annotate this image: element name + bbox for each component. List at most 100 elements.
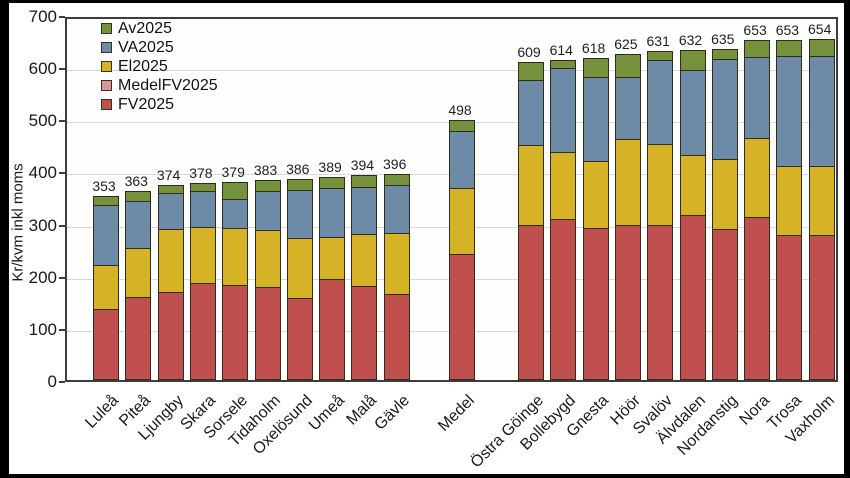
legend-label-av2025: Av2025 [118, 20, 172, 37]
segment-va2025-pite- [125, 201, 152, 249]
segment-fv2025-sorsele [222, 285, 249, 380]
segment-el2025-nordanstig [711, 159, 738, 230]
bar-total-label-medel: 498 [448, 102, 472, 119]
segment-fv2025-gnesta [582, 228, 609, 380]
y-axis-tick-mark [59, 16, 65, 18]
bar-total-label-g-vle: 396 [383, 155, 407, 172]
segment-va2025-skara [189, 192, 216, 229]
gridline-600 [67, 70, 836, 72]
segment-av2025-sorsele [222, 182, 249, 200]
bar-medel [449, 120, 475, 380]
image-frame-top [0, 0, 850, 3]
legend-item-el2025: El2025 [101, 57, 218, 76]
segment-av2025-h-r [614, 54, 641, 78]
segment-el2025-sval-v [647, 145, 674, 227]
bar-skara [189, 182, 216, 380]
legend-swatch-icon-av2025 [101, 23, 112, 34]
segment-fv2025-pite- [125, 298, 152, 380]
segment-va2025--lvdalen [679, 71, 706, 156]
segment-av2025-pite- [125, 190, 152, 202]
segment-va2025-vaxholm [808, 56, 835, 168]
segment-va2025-bollebygd [550, 69, 577, 153]
bar-total-label-tidaholm: 383 [253, 162, 278, 179]
bar-total-label-sval-v: 631 [646, 32, 670, 49]
segment-fv2025-skara [189, 284, 216, 380]
segment-va2025-medel [449, 131, 475, 189]
segment-av2025-nordanstig [711, 48, 738, 61]
segment-el2025-nora [744, 139, 771, 219]
y-axis-tick-mark [59, 276, 65, 279]
bar-sval-v [647, 51, 674, 380]
segment-el2025-lule- [93, 266, 119, 310]
segment-fv2025-ume- [319, 280, 346, 380]
segment-av2025-tidaholm [254, 180, 281, 193]
segment-el2025-gnesta [582, 162, 609, 229]
bar-oxel-sund [286, 178, 313, 380]
segment-el2025-bollebygd [550, 152, 577, 221]
bar-total-label--lvdalen: 632 [678, 32, 703, 49]
segment-av2025-gnesta [582, 57, 609, 79]
legend-item-av2025: Av2025 [101, 19, 218, 38]
segment-fv2025--stra-g-inge [518, 226, 544, 380]
y-axis-tick-mark [59, 68, 65, 71]
segment-av2025-bollebygd [550, 59, 577, 70]
legend-swatch-icon-el2025 [101, 61, 112, 72]
bar-trosa [776, 39, 803, 380]
image-frame-bottom [0, 474, 850, 478]
bar-lule- [93, 195, 119, 380]
y-axis-tick-label: 200 [28, 267, 57, 287]
segment-va2025-sorsele [222, 199, 249, 229]
segment-av2025-g-vle [383, 173, 410, 187]
segment-fv2025-medel [449, 255, 475, 380]
segment-av2025-ume- [319, 177, 346, 189]
segment-el2025-tidaholm [254, 230, 281, 289]
segment-av2025-trosa [776, 39, 803, 58]
y-axis-tick-mark [59, 172, 65, 175]
segment-el2025-mal- [351, 235, 378, 288]
segment-va2025-tidaholm [254, 192, 281, 231]
bar-total-label-pite-: 363 [124, 172, 148, 189]
segment-av2025-skara [189, 182, 216, 193]
segment-va2025-g-vle [383, 186, 410, 235]
bar-nordanstig [711, 48, 738, 380]
segment-av2025-nora [744, 39, 771, 59]
bar-tidaholm [254, 180, 281, 380]
segment-el2025-skara [189, 228, 216, 285]
segment-el2025-ume- [319, 238, 346, 281]
bar-h-r [614, 54, 641, 380]
bar-total-label-gnesta: 618 [581, 39, 606, 56]
bar-vaxholm [808, 39, 835, 380]
legend-swatch-icon-medelfv2025 [101, 80, 112, 91]
segment-el2025-g-vle [383, 234, 410, 295]
bar-nora [744, 39, 771, 380]
segment-fv2025-g-vle [383, 294, 410, 380]
y-axis-tick-mark [59, 381, 65, 383]
segment-av2025-medel [449, 120, 475, 132]
legend-label-va2025: VA2025 [118, 39, 174, 56]
segment-fv2025-mal- [351, 287, 378, 380]
segment-va2025-oxel-sund [286, 190, 313, 239]
bar-total-label-h-r: 625 [614, 36, 638, 53]
legend-item-fv2025: FV2025 [101, 95, 218, 114]
x-axis-label-g-vle: Gävle [371, 392, 413, 434]
bar-total-label-bollebygd: 614 [549, 41, 573, 58]
segment-fv2025-lule- [93, 309, 119, 380]
legend-label-fv2025: FV2025 [118, 96, 175, 113]
segment-fv2025-vaxholm [808, 236, 835, 380]
segment-av2025-oxel-sund [286, 178, 313, 191]
y-axis-tick-label: 600 [28, 59, 57, 79]
y-axis-tick-label: 500 [28, 111, 57, 131]
segment-av2025-sval-v [647, 51, 674, 62]
x-axis-label-ume-: Umeå [305, 392, 349, 435]
segment-va2025-mal- [351, 187, 378, 236]
segment-el2025--stra-g-inge [518, 146, 544, 227]
x-axis-label-lule-: Luleå [82, 392, 123, 432]
y-axis-tick-label: 100 [28, 319, 57, 339]
bar--lvdalen [679, 50, 706, 380]
segment-av2025-vaxholm [808, 39, 835, 57]
image-frame-right [844, 0, 850, 478]
segment-va2025-nora [744, 58, 771, 140]
segment-fv2025-h-r [614, 225, 641, 380]
legend-label-medelfv2025: MedelFV2025 [118, 77, 218, 94]
